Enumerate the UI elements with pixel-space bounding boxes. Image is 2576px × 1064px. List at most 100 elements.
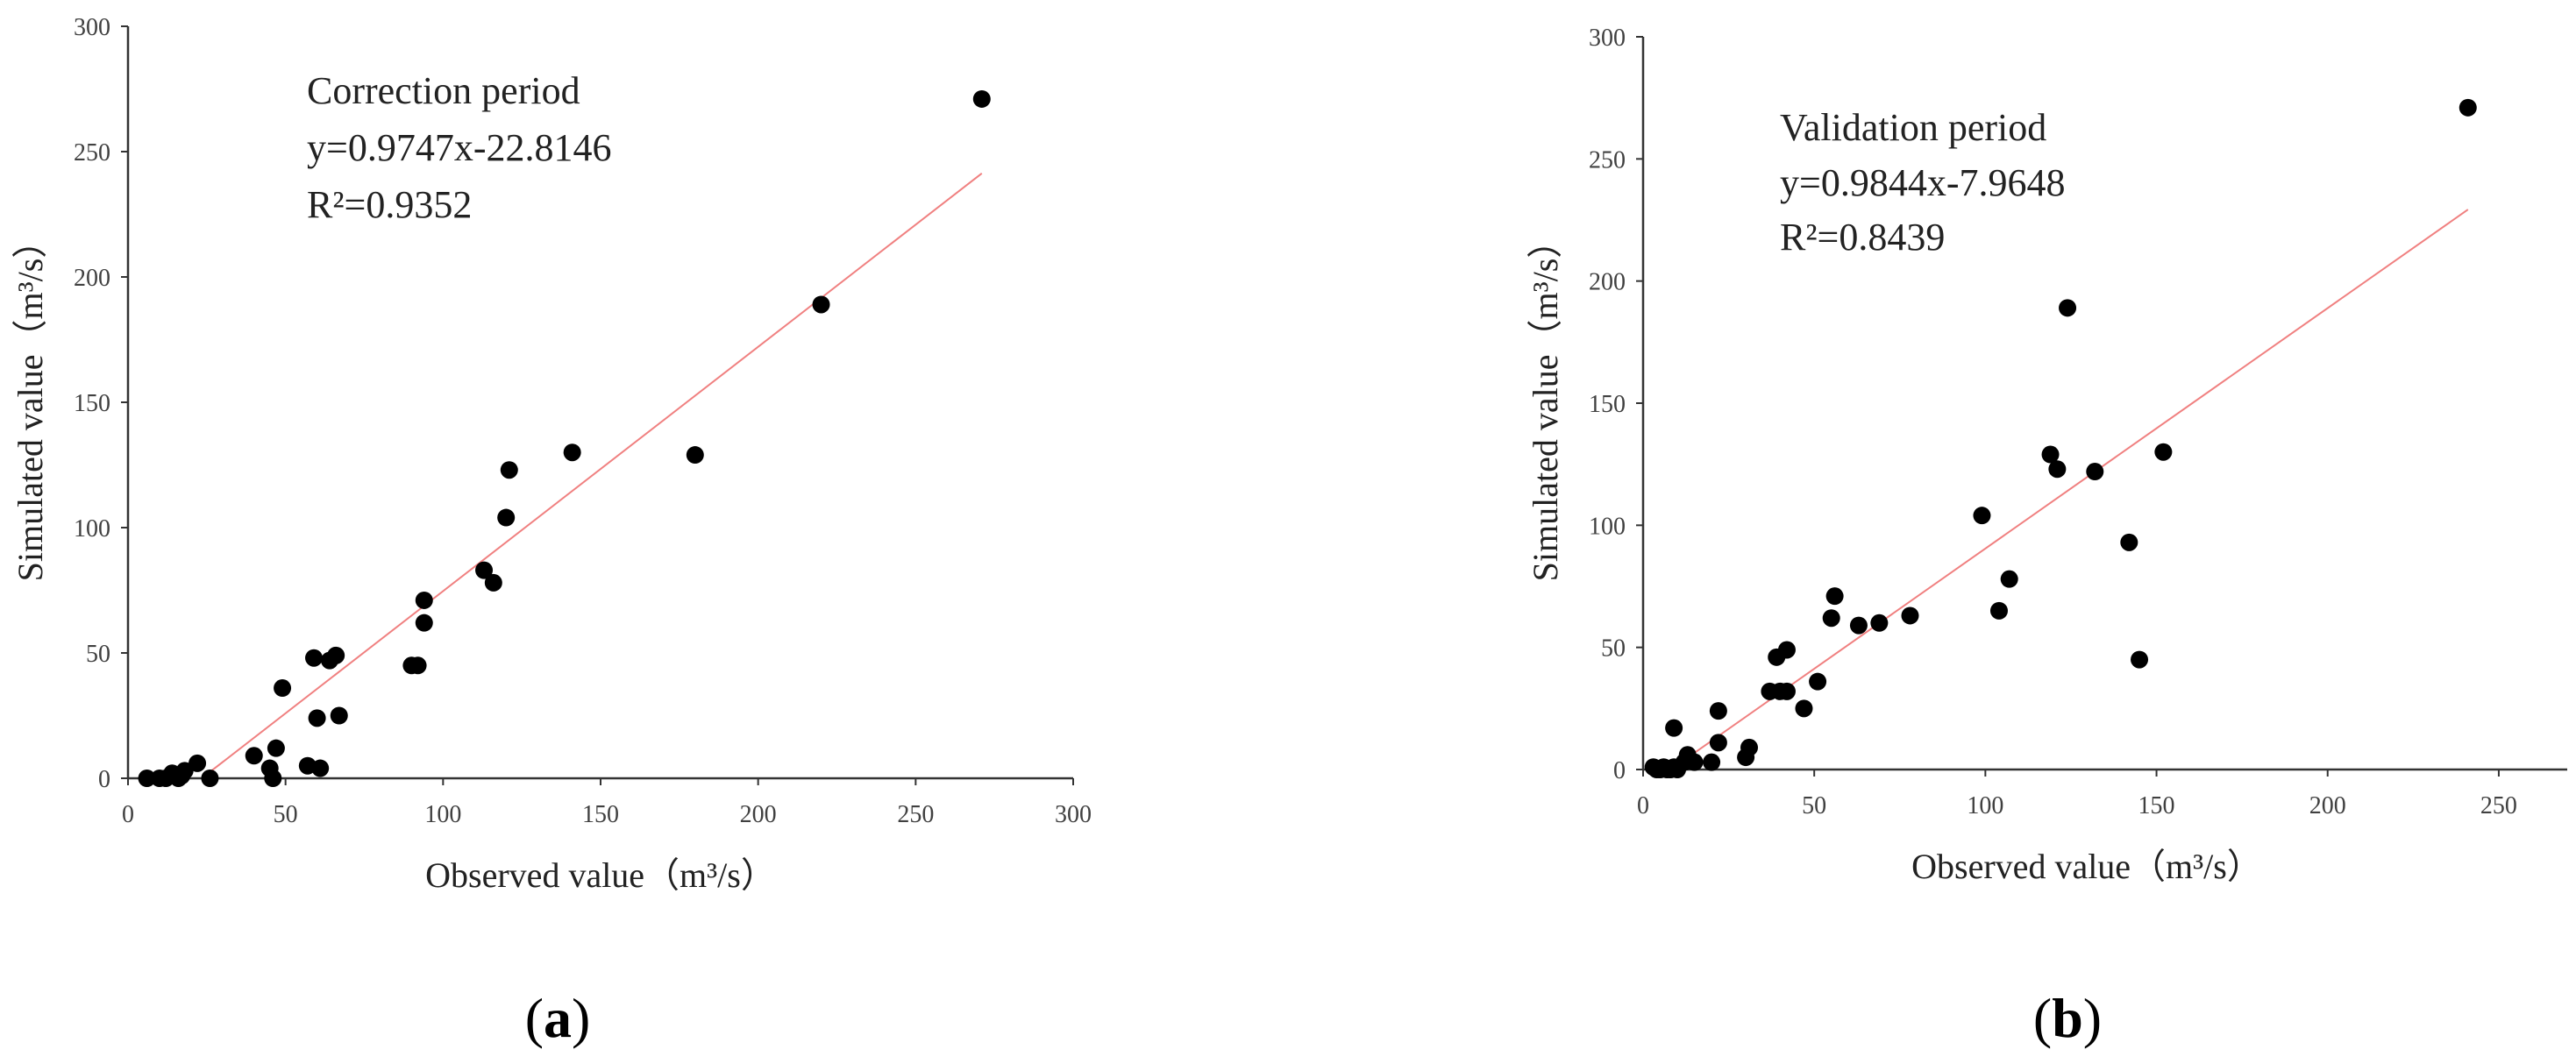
- panel-b-data-point: [1809, 672, 1827, 691]
- panel-a-x-tick-label: 0: [122, 801, 134, 828]
- panel-a-label-letter: a: [544, 987, 572, 1049]
- panel-a-data-point: [311, 759, 330, 777]
- panel-b-x-tick-label: 50: [1802, 792, 1826, 819]
- panel-a-y-tick-label: 50: [86, 641, 110, 668]
- panel-a-data-point: [563, 443, 581, 462]
- panel-a-x-tick-label: 100: [424, 801, 461, 828]
- panel-b-x-ticks: 0 50 100 150 200 250: [1637, 770, 2517, 819]
- panel-a-annotation-label: Correction period: [307, 69, 580, 112]
- panel-b-y-ticks: 0 50 100 150 200 250 300: [1589, 25, 1643, 784]
- panel-a-annotation-equation: y=0.9747x-22.8146: [307, 126, 611, 169]
- panel-a-y-tick-label: 300: [74, 14, 110, 41]
- panel-b-data-point: [1989, 601, 2008, 620]
- panel-a-y-tick-label: 150: [74, 390, 110, 417]
- panel-b-y-tick-label: 50: [1601, 635, 1626, 663]
- panel-a-x-tick-label: 200: [740, 801, 777, 828]
- panel-a-x-tick-label: 250: [897, 801, 934, 828]
- panel-a-data-point: [264, 770, 282, 787]
- panel-b-x-tick-label: 150: [2138, 792, 2175, 819]
- panel-b-y-tick-label: 250: [1589, 146, 1626, 174]
- panel-b-data-point: [2131, 650, 2149, 669]
- panel-a-y-tick-label: 250: [74, 139, 110, 167]
- panel-a-data-point: [308, 709, 326, 727]
- panel-b-data-point: [1901, 606, 1919, 625]
- panel-a-data-point: [484, 573, 502, 592]
- panel-b-y-tick-label: 0: [1613, 757, 1626, 784]
- panel-a-annotation-r2: R²=0.9352: [307, 183, 472, 226]
- panel-b-x-tick-label: 100: [1967, 792, 2003, 819]
- panel-a-data-point: [245, 747, 263, 765]
- panel-a-data-point: [409, 656, 427, 675]
- panel-b-label-letter: b: [2052, 987, 2083, 1049]
- panel-b-data-point: [2048, 460, 2067, 479]
- panel-b-data-point: [1822, 609, 1840, 628]
- panel-a-data-point: [327, 646, 345, 664]
- panel-b-data-point: [2086, 463, 2104, 481]
- panel-a-x-tick-label: 50: [274, 801, 298, 828]
- panel-b-data-point: [1870, 614, 1889, 632]
- panel-b-data-point: [2059, 299, 2077, 317]
- panel-b-y-tick-label: 150: [1589, 391, 1626, 418]
- panel-a-points: [138, 89, 991, 787]
- panel-b-data-point: [2459, 98, 2477, 117]
- panel-a-x-ticks: 0 50 100 150 200 250 300: [122, 778, 1092, 828]
- panel-a-x-tick-label: 150: [582, 801, 619, 828]
- panel-b-data-point: [2120, 533, 2138, 551]
- panel-b-data-point: [1665, 719, 1683, 737]
- panel-a-data-point: [267, 739, 285, 757]
- panel-b-points: [1644, 98, 2477, 778]
- panel-a-data-point: [415, 614, 433, 632]
- panel-b-data-point: [2154, 443, 2173, 461]
- panel-a-label: (a): [525, 987, 591, 1049]
- panel-b-chart: 0 50 100 150 200 250 0 50 100 150 200 250 300 Valid…: [1526, 25, 2567, 1049]
- panel-b-x-axis-title: Observed value（m³/s）: [1911, 847, 2262, 886]
- panel-a-y-ticks: 0 50 100 150 200 250 300: [74, 14, 128, 793]
- panel-a-data-point: [812, 295, 830, 314]
- panel-b-y-tick-label: 300: [1589, 25, 1626, 52]
- panel-b-data-point: [1740, 738, 1759, 756]
- panel-a-trendline: [201, 173, 983, 779]
- panel-a-data-point: [138, 770, 156, 787]
- panel-b-data-point: [2041, 445, 2060, 464]
- panel-a-data-point: [475, 561, 494, 579]
- panel-b-label: (b): [2033, 987, 2102, 1049]
- panel-b-x-tick-label: 0: [1637, 792, 1649, 819]
- panel-a-x-axis-title: Observed value（m³/s）: [425, 855, 776, 895]
- panel-a-data-point: [330, 706, 348, 725]
- panel-a-data-point: [175, 762, 194, 780]
- panel-a-y-tick-label: 0: [98, 766, 110, 793]
- panel-a-data-point: [189, 754, 207, 772]
- panel-a-data-point: [274, 679, 292, 698]
- panel-a-data-point: [497, 508, 516, 527]
- panel-b-annotation-r2: R²=0.8439: [1780, 216, 1945, 259]
- panel-b-data-point: [1825, 587, 1844, 606]
- panel-a-y-tick-label: 100: [74, 515, 110, 543]
- panel-b-y-tick-label: 200: [1589, 269, 1626, 296]
- panel-b-data-point: [1709, 734, 1727, 752]
- panel-b-trendline: [1670, 209, 2469, 770]
- panel-a-data-point: [972, 89, 991, 108]
- panel-b-data-point: [2000, 570, 2018, 588]
- panel-b-data-point: [1777, 682, 1796, 700]
- panel-a-data-point: [500, 461, 518, 479]
- panel-a-x-tick-label: 300: [1055, 801, 1092, 828]
- panel-b-annotation-equation: y=0.9844x-7.9648: [1780, 161, 2065, 204]
- panel-a-chart: 0 50 100 150 200 250 300 0 50 100 150 200 250 300 Co…: [11, 14, 1092, 1049]
- panel-b-y-tick-label: 100: [1589, 513, 1626, 540]
- panel-a-data-point: [415, 591, 433, 609]
- panel-b-y-axis-title: Simulated value（m³/s）: [1526, 223, 1565, 582]
- panel-a-y-tick-label: 200: [74, 265, 110, 292]
- panel-a-data-point: [305, 649, 324, 667]
- panel-b-data-point: [1795, 699, 1813, 718]
- panel-b-annotation-label: Validation period: [1780, 106, 2046, 149]
- panel-b-data-point: [1709, 702, 1727, 720]
- panel-b-data-point: [1849, 616, 1868, 635]
- panel-b-x-tick-label: 250: [2480, 792, 2517, 819]
- panel-b-data-point: [1973, 507, 1991, 525]
- panel-a-data-point: [686, 446, 704, 465]
- panel-a-data-point: [201, 770, 219, 787]
- panel-b-data-point: [1685, 753, 1704, 771]
- panel-a-y-axis-title: Simulated value（m³/s）: [11, 223, 50, 582]
- panel-b-data-point: [1777, 641, 1796, 659]
